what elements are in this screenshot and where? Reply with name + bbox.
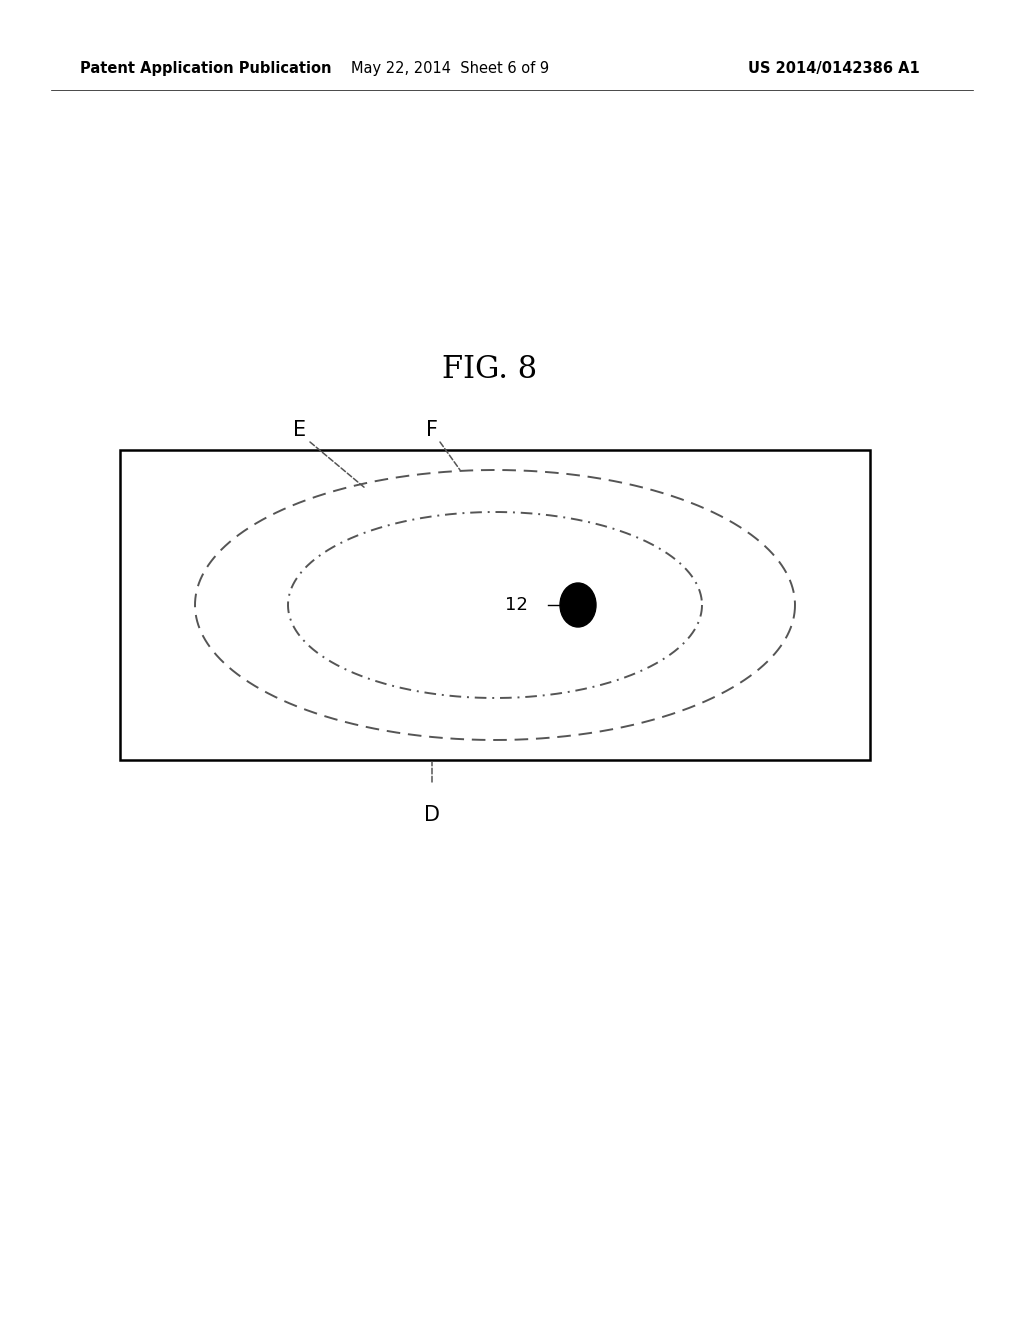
Text: Patent Application Publication: Patent Application Publication bbox=[80, 61, 332, 75]
Text: E: E bbox=[294, 420, 306, 440]
Ellipse shape bbox=[560, 583, 596, 627]
Text: May 22, 2014  Sheet 6 of 9: May 22, 2014 Sheet 6 of 9 bbox=[351, 61, 549, 75]
Text: 12: 12 bbox=[505, 597, 528, 614]
Text: D: D bbox=[424, 805, 440, 825]
Text: US 2014/0142386 A1: US 2014/0142386 A1 bbox=[749, 61, 920, 75]
Text: FIG. 8: FIG. 8 bbox=[442, 355, 538, 385]
Text: F: F bbox=[426, 420, 438, 440]
Bar bbox=[120, 450, 870, 760]
